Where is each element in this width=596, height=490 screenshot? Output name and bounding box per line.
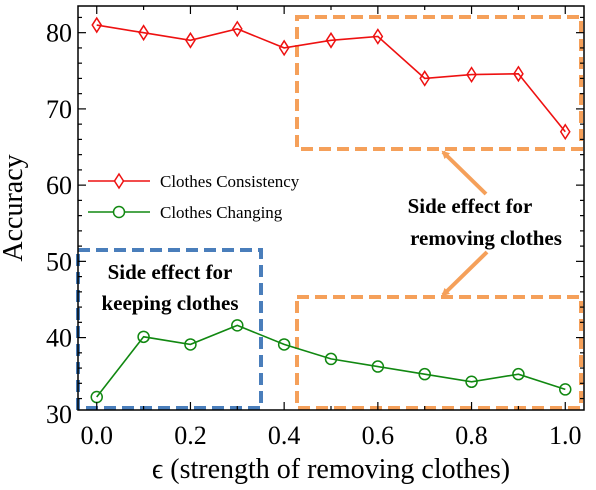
y-tick-label: 60 xyxy=(46,171,72,200)
data-point xyxy=(278,39,290,57)
data-point xyxy=(325,31,337,49)
legend-label-1: Clothes Changing xyxy=(160,203,283,222)
x-tick-label: 1.0 xyxy=(549,421,582,450)
legend-label-0: Clothes Consistency xyxy=(160,172,300,191)
x-tick-label: 0.0 xyxy=(80,421,113,450)
y-tick-label: 80 xyxy=(46,19,72,48)
annotation-removing-line2: removing clothes xyxy=(410,226,562,250)
y-tick-label: 40 xyxy=(46,324,72,353)
legend-marker-circle xyxy=(112,205,126,219)
annotation-removing-line1: Side effect for xyxy=(408,194,533,218)
data-point xyxy=(231,20,243,38)
y-axis-label: Accuracy xyxy=(0,154,29,261)
data-point xyxy=(277,338,291,351)
series-line-0 xyxy=(96,24,566,133)
data-point xyxy=(559,383,572,396)
x-tick-label: 0.2 xyxy=(174,421,207,450)
data-point xyxy=(512,367,525,381)
data-point xyxy=(185,31,196,49)
data-point xyxy=(419,70,431,87)
series-layer xyxy=(90,16,572,404)
legend-marker-diamond xyxy=(113,172,125,190)
legend: Clothes Consistency Clothes Changing xyxy=(88,172,300,222)
axes-layer: 0.0 0.2 0.4 0.6 0.8 1.0 30 40 50 60 70 80 ϵ (strengt… xyxy=(0,5,585,485)
data-point xyxy=(231,319,244,332)
y-tick-label: 50 xyxy=(46,247,72,276)
data-point xyxy=(91,16,103,34)
data-point xyxy=(90,390,103,404)
x-tick-label: 0.8 xyxy=(455,421,488,450)
data-point xyxy=(372,28,384,45)
data-point xyxy=(465,375,478,389)
data-point xyxy=(418,367,431,381)
annotation-box-removing-upper xyxy=(295,15,583,151)
data-point xyxy=(559,123,571,141)
annotation-texts: Side effect for removing clothes Side effe… xyxy=(101,150,562,315)
data-point xyxy=(513,65,524,83)
data-point xyxy=(466,66,477,83)
data-point xyxy=(184,338,197,351)
x-tick-label: 0.6 xyxy=(362,421,395,450)
annotation-box-removing-lower xyxy=(295,295,583,410)
annotation-arrow-up xyxy=(441,150,488,196)
annotation-keeping-line1: Side effect for xyxy=(108,260,233,284)
annotation-arrow-down xyxy=(441,250,489,297)
data-point xyxy=(371,360,385,373)
y-tick-label: 30 xyxy=(46,400,72,429)
data-point xyxy=(137,330,150,344)
x-axis-label: ϵ (strength of removing clothes) xyxy=(152,454,510,485)
data-point xyxy=(138,24,149,42)
x-tick-label: 0.4 xyxy=(268,421,301,450)
series-line-1 xyxy=(96,324,566,398)
data-point xyxy=(324,352,338,366)
annotation-keeping-line2: keeping clothes xyxy=(101,291,238,315)
y-tick-label: 70 xyxy=(46,95,72,124)
